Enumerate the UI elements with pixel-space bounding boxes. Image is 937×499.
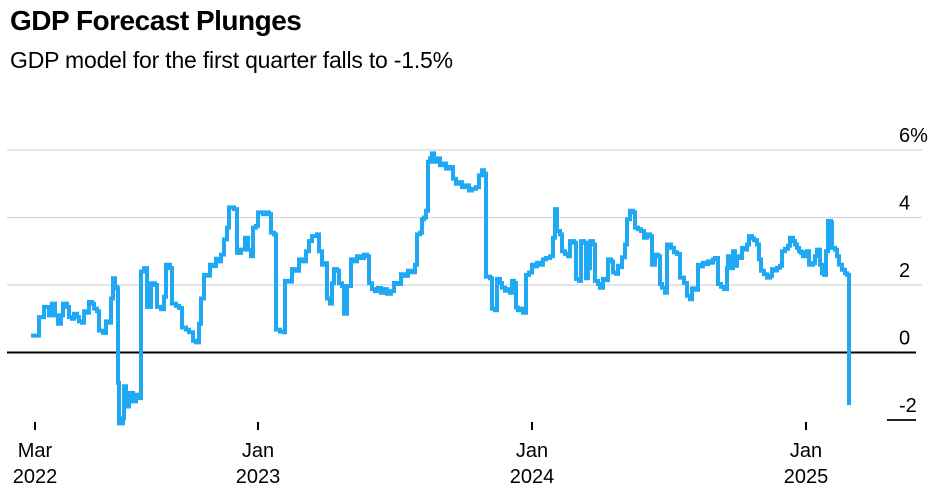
x-axis-label-month-2022: Mar (18, 440, 53, 462)
chart-title: GDP Forecast Plunges (10, 5, 302, 36)
x-axis-label-year-2023: 2023 (236, 466, 281, 488)
y-axis-label-6: 6% (899, 125, 928, 147)
x-axis-label-month-2023: Jan (242, 440, 274, 462)
x-axis-label-year-2022: 2022 (13, 466, 58, 488)
y-axis-label-0: 0 (899, 328, 910, 350)
x-axis-label-month-2024: Jan (516, 440, 548, 462)
chart-subtitle: GDP model for the first quarter falls to… (10, 47, 453, 73)
y-axis-label--2: -2 (899, 395, 917, 417)
x-axis-label-year-2025: 2025 (784, 466, 829, 488)
gdp-series-line (31, 151, 851, 426)
x-axis-label-month-2025: Jan (790, 440, 822, 462)
y-axis-label-4: 4 (899, 193, 910, 215)
x-axis-label-year-2024: 2024 (510, 466, 555, 488)
y-axis-label-2: 2 (899, 260, 910, 282)
